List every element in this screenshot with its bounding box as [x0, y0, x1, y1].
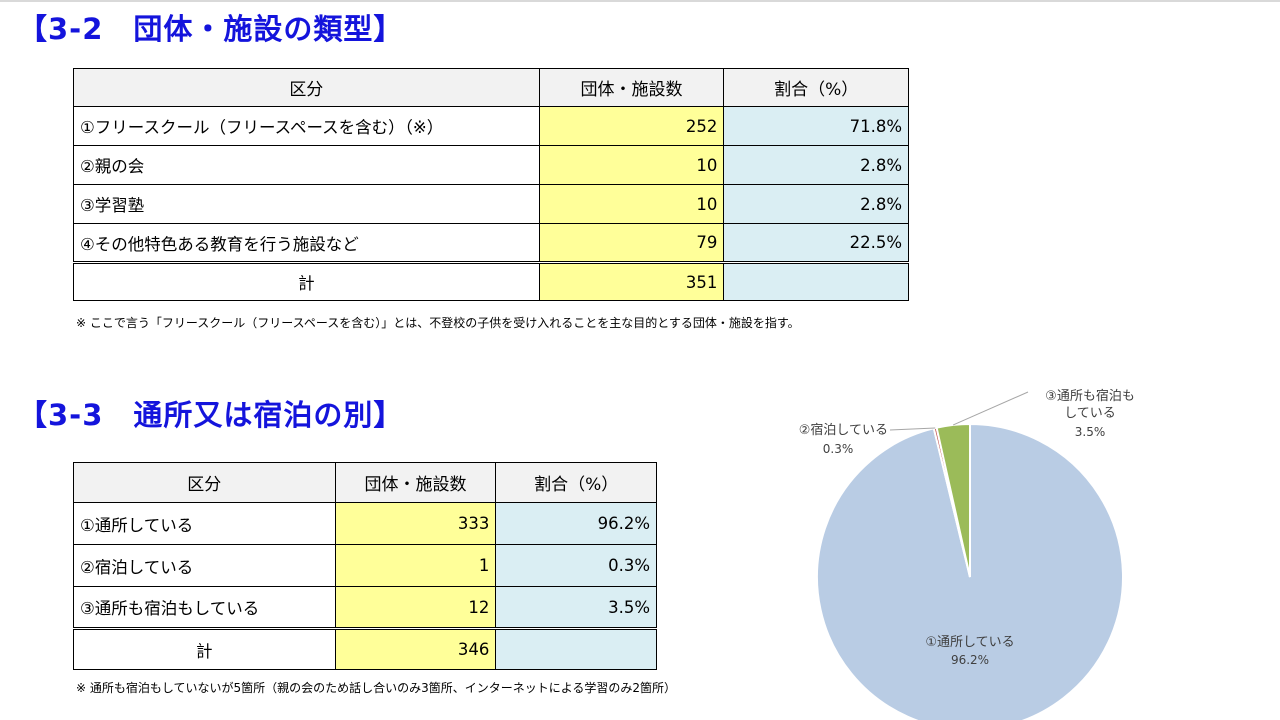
total-percent-empty	[723, 261, 909, 301]
row-percent: 0.3%	[495, 544, 657, 587]
stay-table: 区分 団体・施設数 割合（%） ①通所している 333 96.2% ②宿泊してい…	[73, 462, 657, 670]
section-heading-stay: 【3-3 通所又は宿泊の別】	[18, 398, 404, 432]
total-label: 計	[73, 627, 336, 670]
pie-label-s0-line1: ①通所している	[925, 635, 1014, 650]
row-count: 1	[334, 544, 497, 587]
total-percent-empty	[495, 627, 657, 670]
table-row: ③学習塾 10 2.8%	[73, 184, 909, 224]
row-label: ②宿泊している	[73, 544, 336, 587]
pie-label-s2-line1: ③通所も宿泊も	[1045, 388, 1135, 404]
pie-slice-3	[935, 422, 971, 578]
table-row: ④その他特色ある教育を行う施設など 79 22.5%	[73, 223, 909, 263]
row-percent: 2.8%	[723, 145, 909, 185]
row-percent: 2.8%	[723, 184, 909, 224]
row-percent: 22.5%	[723, 223, 909, 263]
row-count: 333	[334, 502, 497, 545]
total-row: 計 346	[73, 627, 657, 670]
pie-label-s0-value: 96.2%	[951, 653, 989, 667]
total-count: 351	[538, 261, 725, 301]
header-percent: 割合（%）	[495, 462, 657, 503]
top-divider	[0, 0, 1280, 2]
section-heading-types: 【3-2 団体・施設の類型】	[18, 12, 404, 46]
row-label: ①通所している	[73, 502, 336, 545]
row-count: 79	[538, 223, 725, 263]
row-count: 10	[538, 184, 725, 224]
stay-footnote: ※ 通所も宿泊もしていないが5箇所（親の会のため話し合いのみ3箇所、インターネッ…	[76, 681, 677, 695]
table-row: ③通所も宿泊もしている 12 3.5%	[73, 586, 657, 629]
pie-label-s1-value: 0.3%	[823, 442, 854, 456]
pie-leader-line-3	[953, 391, 1029, 426]
table-row: ②親の会 10 2.8%	[73, 145, 909, 185]
types-footnote: ※ ここで言う「フリースクール（フリースペースを含む）」とは、不登校の子供を受け…	[76, 316, 800, 330]
pie-label-s2-line2: している	[1064, 406, 1116, 421]
pie-label-s1-line1: ②宿泊している	[799, 422, 888, 438]
total-label: 計	[73, 261, 540, 301]
row-count: 12	[334, 586, 497, 629]
pie-slice-1	[816, 422, 1124, 720]
header-category: 区分	[73, 68, 540, 107]
row-label: ②親の会	[73, 145, 540, 185]
row-percent: 71.8%	[723, 106, 909, 146]
stay-table-header: 区分 団体・施設数 割合（%）	[73, 462, 657, 503]
header-count: 団体・施設数	[538, 68, 725, 107]
pie-label-s2-value: 3.5%	[1075, 425, 1106, 439]
row-count: 10	[538, 145, 725, 185]
row-label: ④その他特色ある教育を行う施設など	[73, 223, 540, 263]
total-count: 346	[334, 627, 497, 670]
pie-leader-line-2	[889, 427, 936, 431]
total-row: 計 351	[73, 261, 909, 301]
types-table-header: 区分 団体・施設数 割合（%）	[73, 68, 909, 107]
pie-slices	[816, 422, 1124, 720]
table-row: ②宿泊している 1 0.3%	[73, 544, 657, 587]
row-percent: 3.5%	[495, 586, 657, 629]
header-category: 区分	[73, 462, 336, 503]
row-label: ③通所も宿泊もしている	[73, 586, 336, 629]
table-row: ①フリースクール（フリースペースを含む）（※） 252 71.8%	[73, 106, 909, 146]
header-count: 団体・施設数	[334, 462, 497, 503]
row-label: ①フリースクール（フリースペースを含む）（※）	[73, 106, 540, 146]
header-percent: 割合（%）	[723, 68, 909, 107]
row-percent: 96.2%	[495, 502, 657, 545]
row-count: 252	[538, 106, 725, 146]
pie-leader-lines	[889, 391, 1029, 431]
table-row: ①通所している 333 96.2%	[73, 502, 657, 545]
stay-pie-chart: ①通所している 96.2% ②宿泊している 0.3% ③通所も宿泊も している …	[799, 388, 1135, 720]
row-label: ③学習塾	[73, 184, 540, 224]
types-table: 区分 団体・施設数 割合（%） ①フリースクール（フリースペースを含む）（※） …	[73, 68, 909, 301]
